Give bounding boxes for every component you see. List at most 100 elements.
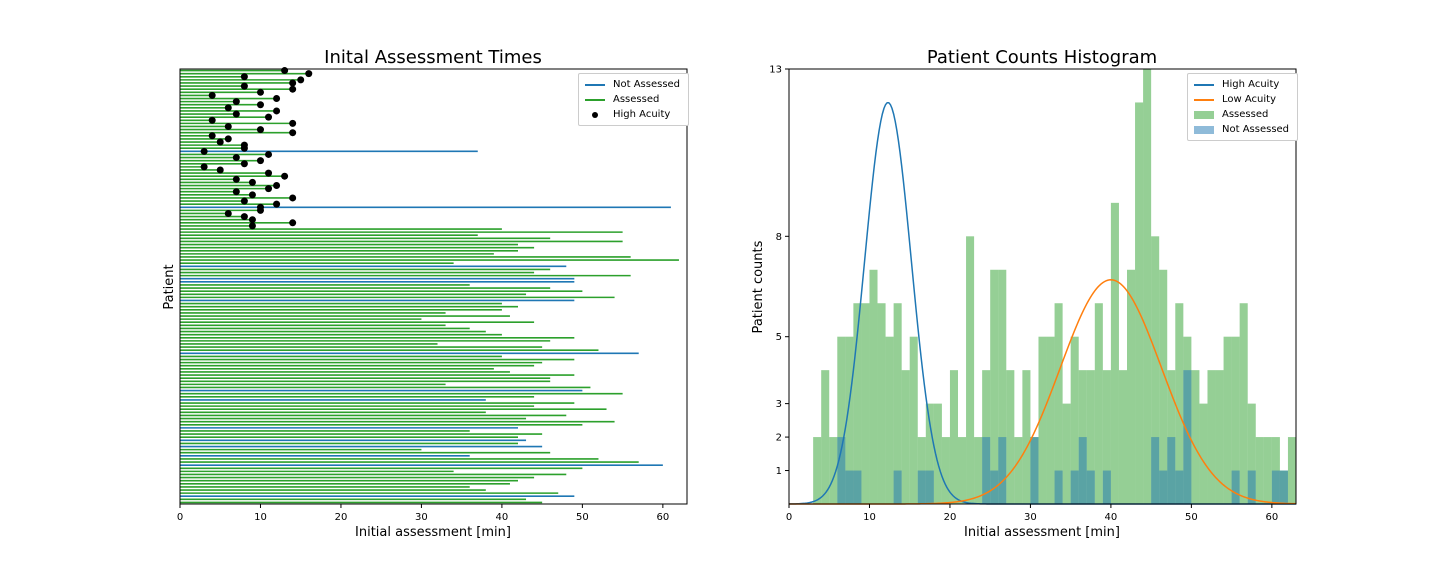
assessed-histogram-bar bbox=[933, 403, 942, 504]
legend-swatch-not-assessed bbox=[585, 83, 605, 86]
assessed-histogram-bar bbox=[1207, 370, 1216, 504]
x-tick-label: 30 bbox=[415, 512, 428, 523]
right-y-axis-label: Patient counts bbox=[751, 240, 766, 333]
assessed-histogram-bar bbox=[1046, 336, 1055, 504]
assessed-histogram-bar bbox=[1199, 403, 1208, 504]
not-assessed-histogram-bar bbox=[1231, 470, 1240, 504]
right-axes-frame bbox=[788, 68, 1297, 505]
y-tick-label: 5 bbox=[776, 332, 782, 343]
high-acuity-point bbox=[216, 138, 224, 146]
assessed-histogram-bar bbox=[1263, 437, 1272, 504]
assessed-histogram-bar bbox=[1151, 236, 1160, 505]
y-tick-label: 1 bbox=[776, 466, 782, 477]
not-assessed-histogram-bar bbox=[982, 437, 991, 504]
not-assessed-histogram-bar bbox=[1175, 470, 1184, 504]
legend-item-high-acuity: High Acuity bbox=[1194, 77, 1289, 92]
high-acuity-point bbox=[273, 107, 281, 115]
legend-item-not-assessed: Not Assessed bbox=[1194, 122, 1289, 137]
assessed-histogram-bar bbox=[990, 269, 999, 504]
assessed-histogram-bar bbox=[1022, 370, 1031, 504]
x-tick-label: 40 bbox=[1105, 512, 1118, 523]
assessed-histogram-bar bbox=[1014, 437, 1023, 504]
not-assessed-histogram-bar bbox=[1279, 470, 1288, 504]
high-acuity-point bbox=[281, 67, 289, 75]
assessed-histogram-bar bbox=[1143, 69, 1152, 504]
high-acuity-point bbox=[224, 135, 232, 143]
legend-swatch-assessed bbox=[1194, 110, 1214, 119]
x-tick-label: 0 bbox=[177, 512, 183, 523]
legend-marker-high-acuity bbox=[592, 111, 598, 118]
high-acuity-point bbox=[240, 144, 248, 152]
not-assessed-histogram-bar bbox=[845, 470, 854, 504]
assessed-histogram-bar bbox=[1094, 303, 1103, 504]
not-assessed-histogram-bar bbox=[1271, 470, 1280, 504]
high-acuity-point bbox=[240, 73, 248, 81]
not-assessed-histogram-bar bbox=[925, 470, 934, 504]
x-tick-label: 10 bbox=[254, 512, 267, 523]
high-acuity-point bbox=[200, 147, 208, 155]
high-acuity-point bbox=[248, 178, 256, 186]
not-assessed-histogram-bar bbox=[1070, 470, 1079, 504]
legend-item-assessed: Assessed bbox=[1194, 107, 1289, 122]
high-acuity-point bbox=[232, 188, 240, 196]
assessed-histogram-bar bbox=[1054, 303, 1063, 504]
high-acuity-point bbox=[208, 91, 216, 99]
x-tick-label: 40 bbox=[496, 512, 509, 523]
high-acuity-point bbox=[256, 126, 264, 134]
legend-swatch-not-assessed bbox=[1194, 125, 1214, 134]
assessed-histogram-bar bbox=[998, 269, 1007, 504]
assessed-histogram-bar bbox=[1175, 303, 1184, 504]
high-acuity-point bbox=[240, 160, 248, 168]
not-assessed-histogram-bar bbox=[917, 470, 926, 504]
legend-label: Low Acuity bbox=[1222, 94, 1276, 105]
left-y-axis-label: Patient bbox=[162, 264, 177, 309]
high-acuity-point bbox=[273, 95, 281, 103]
high-acuity-point bbox=[289, 219, 297, 227]
right-plot-area: 0 10 20 30 40 50 60 1 2 3 5 8 13 bbox=[769, 65, 1297, 523]
assessed-histogram-bar bbox=[1135, 102, 1144, 504]
assessed-histogram-bar bbox=[821, 370, 830, 504]
high-acuity-point bbox=[289, 85, 297, 93]
high-acuity-point bbox=[224, 122, 232, 130]
high-acuity-point bbox=[265, 150, 273, 158]
assessed-histogram-bar bbox=[861, 303, 870, 504]
assessed-histogram-bar bbox=[1038, 336, 1047, 504]
not-assessed-histogram-bar bbox=[1247, 470, 1256, 504]
right-x-axis-label: Initial assessment [min] bbox=[964, 525, 1120, 540]
not-assessed-histogram-bar bbox=[837, 437, 846, 504]
assessed-histogram-bar bbox=[1231, 336, 1240, 504]
not-assessed-histogram-bar bbox=[1078, 437, 1087, 504]
high-acuity-point bbox=[256, 88, 264, 96]
x-tick-label: 60 bbox=[1265, 512, 1278, 523]
assessed-histogram-bar bbox=[853, 303, 862, 504]
high-acuity-point bbox=[273, 200, 281, 208]
left-x-axis-label: Initial assessment [min] bbox=[355, 525, 511, 540]
legend-swatch-assessed bbox=[585, 98, 605, 101]
assessed-histogram-bar bbox=[1239, 303, 1248, 504]
high-acuity-point bbox=[224, 209, 232, 217]
not-assessed-histogram-bar bbox=[893, 470, 902, 504]
assessed-histogram-bar bbox=[1006, 370, 1015, 504]
legend-label: High Acuity bbox=[1222, 79, 1280, 90]
assessed-histogram-bar bbox=[1110, 202, 1119, 504]
assessed-histogram-bar bbox=[1086, 370, 1095, 504]
high-acuity-point bbox=[265, 185, 273, 193]
high-acuity-point bbox=[273, 182, 281, 190]
high-acuity-point bbox=[232, 98, 240, 106]
y-tick-label: 3 bbox=[776, 399, 782, 410]
assessed-histogram-bar bbox=[1062, 403, 1071, 504]
high-acuity-point bbox=[240, 82, 248, 90]
high-acuity-point bbox=[240, 213, 248, 221]
high-acuity-point bbox=[289, 194, 297, 202]
high-acuity-point bbox=[208, 116, 216, 124]
assessed-histogram-bar bbox=[1247, 403, 1256, 504]
assessed-histogram-bar bbox=[893, 303, 902, 504]
legend-item-high-acuity: High Acuity bbox=[585, 107, 680, 122]
assessed-histogram-bar bbox=[1191, 370, 1200, 504]
assessed-histogram-bar bbox=[982, 370, 991, 504]
not-assessed-histogram-bar bbox=[1151, 437, 1160, 504]
assessed-histogram-bar bbox=[1255, 437, 1264, 504]
legend-label: Assessed bbox=[1222, 109, 1269, 120]
legend-item-not-assessed: Not Assessed bbox=[585, 77, 680, 92]
